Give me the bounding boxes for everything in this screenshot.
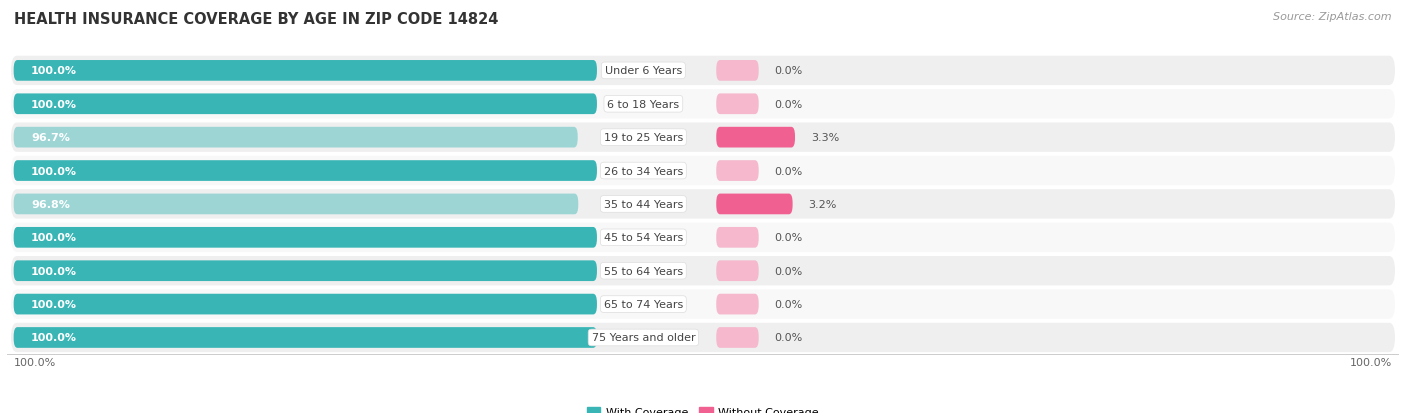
FancyBboxPatch shape — [14, 261, 598, 281]
FancyBboxPatch shape — [716, 261, 759, 281]
Legend: With Coverage, Without Coverage: With Coverage, Without Coverage — [582, 403, 824, 413]
FancyBboxPatch shape — [11, 256, 1395, 286]
FancyBboxPatch shape — [11, 223, 1395, 252]
Text: 3.2%: 3.2% — [808, 199, 837, 209]
Text: 100.0%: 100.0% — [31, 266, 77, 276]
Text: 100.0%: 100.0% — [31, 166, 77, 176]
FancyBboxPatch shape — [11, 157, 1395, 186]
Text: 96.7%: 96.7% — [31, 133, 70, 143]
Text: Source: ZipAtlas.com: Source: ZipAtlas.com — [1274, 12, 1392, 22]
FancyBboxPatch shape — [11, 323, 1395, 352]
FancyBboxPatch shape — [11, 90, 1395, 119]
Text: 75 Years and older: 75 Years and older — [592, 333, 695, 343]
Text: HEALTH INSURANCE COVERAGE BY AGE IN ZIP CODE 14824: HEALTH INSURANCE COVERAGE BY AGE IN ZIP … — [14, 12, 499, 27]
Text: 6 to 18 Years: 6 to 18 Years — [607, 100, 679, 109]
Text: 100.0%: 100.0% — [31, 233, 77, 243]
FancyBboxPatch shape — [11, 123, 1395, 152]
Text: 100.0%: 100.0% — [31, 299, 77, 309]
Text: 96.8%: 96.8% — [31, 199, 70, 209]
FancyBboxPatch shape — [716, 94, 759, 115]
Text: 35 to 44 Years: 35 to 44 Years — [603, 199, 683, 209]
FancyBboxPatch shape — [716, 128, 794, 148]
Text: 0.0%: 0.0% — [775, 266, 803, 276]
Text: 55 to 64 Years: 55 to 64 Years — [603, 266, 683, 276]
Text: Under 6 Years: Under 6 Years — [605, 66, 682, 76]
Text: 65 to 74 Years: 65 to 74 Years — [603, 299, 683, 309]
FancyBboxPatch shape — [14, 228, 598, 248]
FancyBboxPatch shape — [14, 294, 598, 315]
Text: 0.0%: 0.0% — [775, 166, 803, 176]
Text: 3.3%: 3.3% — [811, 133, 839, 143]
FancyBboxPatch shape — [716, 328, 759, 348]
Text: 100.0%: 100.0% — [1350, 357, 1392, 367]
FancyBboxPatch shape — [11, 190, 1395, 219]
Text: 0.0%: 0.0% — [775, 66, 803, 76]
FancyBboxPatch shape — [14, 61, 598, 81]
Text: 45 to 54 Years: 45 to 54 Years — [603, 233, 683, 243]
Text: 0.0%: 0.0% — [775, 333, 803, 343]
FancyBboxPatch shape — [716, 228, 759, 248]
Text: 100.0%: 100.0% — [31, 333, 77, 343]
Text: 0.0%: 0.0% — [775, 233, 803, 243]
FancyBboxPatch shape — [14, 328, 598, 348]
FancyBboxPatch shape — [11, 290, 1395, 319]
Text: 100.0%: 100.0% — [14, 357, 56, 367]
Text: 19 to 25 Years: 19 to 25 Years — [603, 133, 683, 143]
FancyBboxPatch shape — [14, 194, 578, 215]
FancyBboxPatch shape — [716, 161, 759, 181]
Text: 26 to 34 Years: 26 to 34 Years — [603, 166, 683, 176]
FancyBboxPatch shape — [14, 161, 598, 181]
FancyBboxPatch shape — [716, 194, 793, 215]
FancyBboxPatch shape — [716, 294, 759, 315]
FancyBboxPatch shape — [716, 61, 759, 81]
Text: 0.0%: 0.0% — [775, 299, 803, 309]
Text: 0.0%: 0.0% — [775, 100, 803, 109]
Text: 100.0%: 100.0% — [31, 100, 77, 109]
FancyBboxPatch shape — [14, 128, 578, 148]
Text: 100.0%: 100.0% — [31, 66, 77, 76]
FancyBboxPatch shape — [14, 94, 598, 115]
FancyBboxPatch shape — [11, 57, 1395, 86]
